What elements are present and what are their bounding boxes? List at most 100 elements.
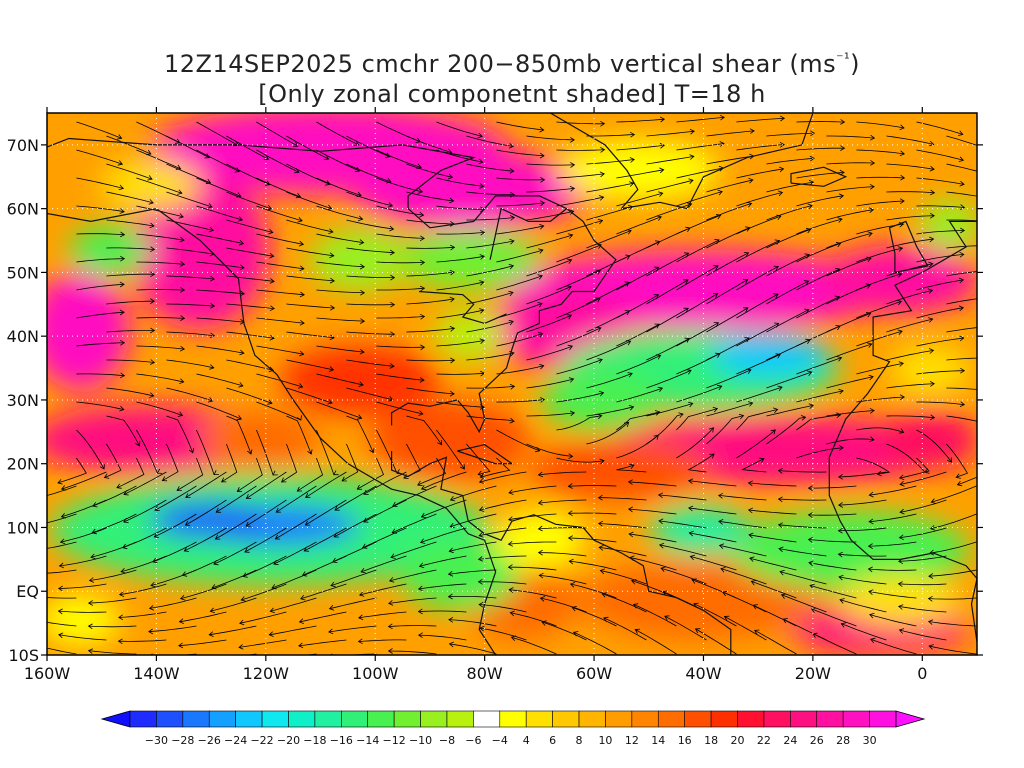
shear-blob xyxy=(560,140,720,200)
streamline-arrow xyxy=(568,558,574,565)
streamline-arrow xyxy=(928,317,934,323)
streamline-arrow xyxy=(154,505,160,511)
streamline xyxy=(417,457,447,486)
streamline-arrow xyxy=(447,570,454,577)
colorbar-over-arrow xyxy=(895,710,926,728)
streamline xyxy=(766,205,813,221)
streamline xyxy=(693,603,737,627)
streamline xyxy=(796,218,843,235)
colorbar-label: −10 xyxy=(409,734,432,747)
streamline xyxy=(676,353,721,375)
colorbar-swatch xyxy=(525,710,553,728)
streamline-arrow xyxy=(656,215,662,221)
streamline-arrow xyxy=(183,546,190,552)
streamline xyxy=(226,163,270,186)
streamline-arrow xyxy=(929,212,935,219)
streamline-arrow xyxy=(929,236,935,243)
streamline-arrow xyxy=(459,464,465,470)
streamline-arrow xyxy=(571,605,577,612)
streamline-arrow xyxy=(420,484,427,491)
streamline-arrow xyxy=(566,258,573,264)
streamline xyxy=(946,415,977,423)
streamline-arrow xyxy=(598,390,605,397)
streamline xyxy=(736,354,781,375)
streamline-arrow xyxy=(178,618,184,624)
colorbar-swatch xyxy=(393,710,421,728)
streamline xyxy=(150,569,197,586)
streamline xyxy=(450,513,497,528)
streamline xyxy=(826,135,875,139)
streamline-arrow xyxy=(447,173,454,180)
streamline xyxy=(511,636,557,655)
streamline-arrow xyxy=(269,305,275,312)
streamline-arrow xyxy=(239,349,245,356)
streamline xyxy=(826,257,872,277)
streamline xyxy=(556,149,605,151)
colorbar-swatch xyxy=(367,710,395,728)
streamline-arrow xyxy=(809,583,815,590)
streamline xyxy=(389,569,437,582)
streamline xyxy=(868,541,917,547)
colorbar-label: −20 xyxy=(277,734,300,747)
streamline-arrow xyxy=(869,407,875,414)
colorbar-label: 18 xyxy=(704,734,718,747)
streamline xyxy=(718,495,767,501)
streamline-arrow xyxy=(541,620,547,626)
streamline-arrow xyxy=(595,297,601,303)
streamline xyxy=(946,327,977,333)
streamline xyxy=(599,547,647,557)
streamline xyxy=(598,497,647,501)
streamline-arrow xyxy=(210,302,216,309)
streamline xyxy=(526,314,572,333)
streamline-arrow xyxy=(354,166,361,173)
streamline xyxy=(766,181,814,193)
streamline-arrow xyxy=(928,644,934,650)
streamline-arrow xyxy=(363,517,369,523)
streamline xyxy=(751,581,797,599)
colorbar-swatch xyxy=(473,710,501,728)
streamline xyxy=(886,238,934,249)
streamline-arrow xyxy=(809,155,815,162)
streamline xyxy=(215,513,257,540)
streamline xyxy=(418,583,467,590)
colorbar-swatch xyxy=(763,710,791,728)
colorbar-swatch xyxy=(605,710,633,728)
streamline xyxy=(736,240,780,263)
streamline xyxy=(687,453,715,473)
streamline-arrow xyxy=(307,449,313,455)
streamline-arrow xyxy=(88,577,95,583)
streamline xyxy=(256,317,305,324)
streamline xyxy=(676,322,719,347)
streamline xyxy=(346,303,395,306)
streamline xyxy=(226,331,275,339)
streamline xyxy=(478,581,527,585)
streamline-arrow xyxy=(269,252,275,259)
streamline-arrow xyxy=(688,178,694,184)
streamline-arrow xyxy=(749,556,755,562)
streamline-arrow xyxy=(834,268,841,274)
streamline-arrow xyxy=(297,217,303,223)
streamline xyxy=(106,219,155,227)
streamline xyxy=(496,365,544,375)
streamline xyxy=(316,177,362,196)
streamline-arrow xyxy=(627,479,633,485)
streamline-arrow xyxy=(448,616,454,623)
streamline-arrow xyxy=(708,427,715,433)
streamline-arrow xyxy=(323,154,330,160)
streamline-arrow xyxy=(120,255,126,262)
streamline xyxy=(688,480,737,487)
coastline xyxy=(489,207,568,260)
streamline-arrow xyxy=(599,171,605,178)
streamline xyxy=(856,396,905,403)
streamline-arrow xyxy=(627,506,633,513)
streamline xyxy=(646,279,689,305)
lon-label: 40W xyxy=(685,664,721,683)
latitude-axis: 70N 60N 50N 40N 30N 20N 10N EQ 10S xyxy=(7,136,983,665)
streamline xyxy=(930,513,977,530)
streamline xyxy=(106,300,155,305)
streamline xyxy=(736,293,779,319)
colorbar-label: −6 xyxy=(465,734,481,747)
streamline-arrow xyxy=(900,174,906,181)
streamline xyxy=(286,275,335,282)
streamline-arrow xyxy=(478,158,484,165)
